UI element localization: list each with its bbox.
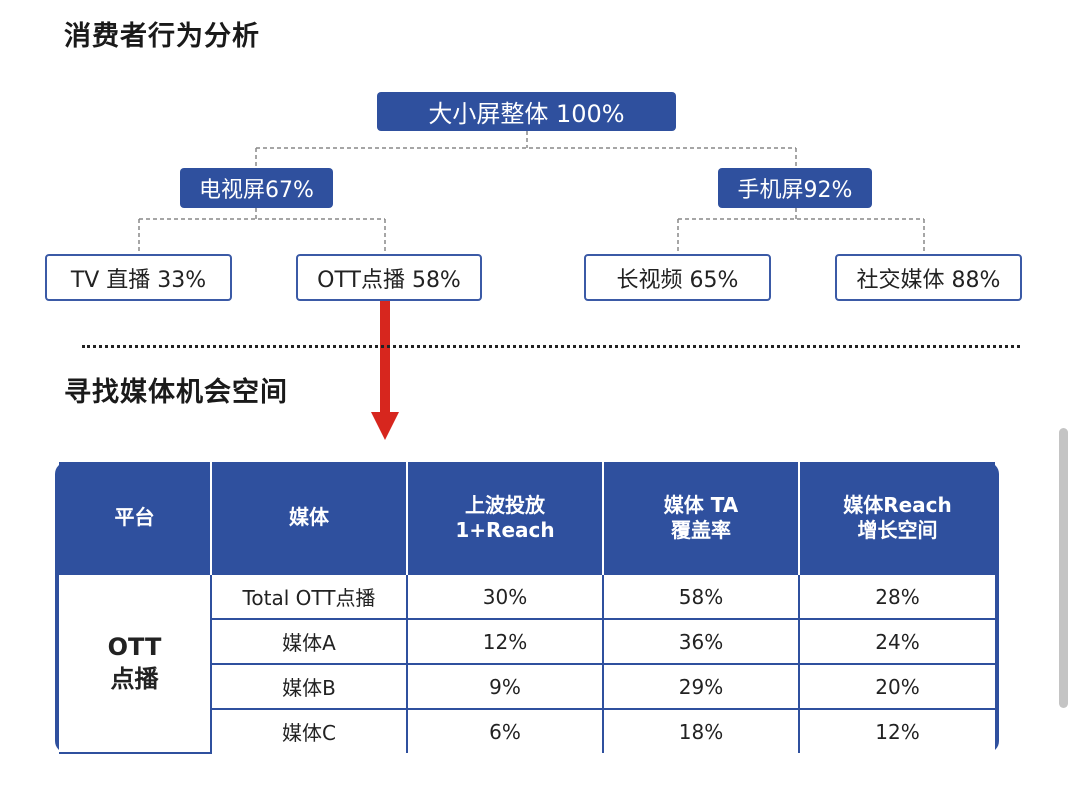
table-row: 媒体B 9% 29% 20% [59,663,995,710]
value-cell: 18% [602,708,800,753]
media-cell: 媒体B [210,663,408,710]
value-cell: 58% [602,573,800,620]
value-cell: 12% [406,618,604,665]
header-platform: 平台 [59,462,212,574]
table-row: 媒体A 12% 36% 24% [59,618,995,665]
media-cell: 媒体C [210,708,408,753]
media-cell: Total OTT点播 [210,573,408,620]
tree-node-root: 大小屏整体 100% [377,92,676,131]
table-header-row: 平台 媒体 上波投放 1+Reach 媒体 TA 覆盖率 媒体Reach 增长空… [59,462,995,574]
platform-cell: OTT 点播 [59,573,212,754]
header-reach-growth: 媒体Reach 增长空间 [799,462,995,574]
tree-node-tv-live: TV 直播 33% [45,254,232,301]
table-row: OTT 点播 Total OTT点播 30% 58% 28% [59,573,995,754]
value-cell: 28% [798,573,995,620]
tree-node-long-video: 长视频 65% [584,254,771,301]
down-arrow-icon [371,301,399,440]
tree-node-mobile-screen: 手机屏92% [718,168,872,208]
header-ta-coverage: 媒体 TA 覆盖率 [603,462,800,574]
value-cell: 12% [798,708,995,753]
scrollbar[interactable] [1059,428,1068,708]
tree-node-ott-vod: OTT点播 58% [296,254,482,301]
value-cell: 36% [602,618,800,665]
media-opportunity-table: 平台 媒体 上波投放 1+Reach 媒体 TA 覆盖率 媒体Reach 增长空… [55,462,999,754]
value-cell: 20% [798,663,995,710]
section-title-media-opportunity: 寻找媒体机会空间 [64,377,288,408]
value-cell: 30% [406,573,604,620]
value-cell: 29% [602,663,800,710]
header-last-wave-reach: 上波投放 1+Reach [407,462,604,574]
tree-node-tv-screen: 电视屏67% [180,168,333,208]
value-cell: 6% [406,708,604,753]
value-cell: 9% [406,663,604,710]
section-divider [82,345,1020,348]
table-row: 媒体C 6% 18% 12% [59,708,995,753]
section-title-consumer-behavior: 消费者行为分析 [64,21,260,52]
header-media: 媒体 [211,462,408,574]
media-cell: 媒体A [210,618,408,665]
tree-node-social-media: 社交媒体 88% [835,254,1022,301]
value-cell: 24% [798,618,995,665]
